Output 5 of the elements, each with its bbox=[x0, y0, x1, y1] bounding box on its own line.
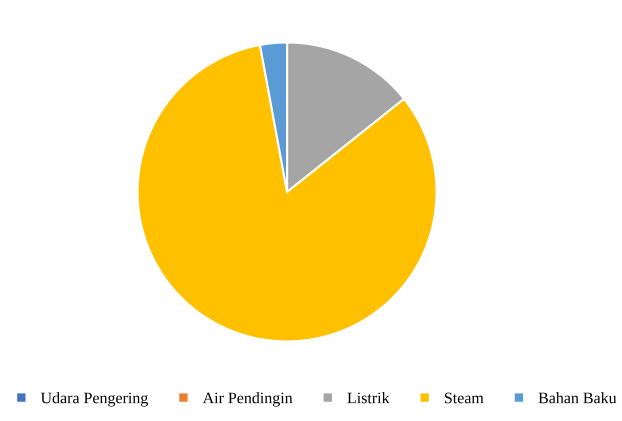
legend-label: Steam bbox=[444, 392, 484, 404]
legend-label: Udara Pengering bbox=[40, 392, 148, 407]
legend-label: Bahan Baku bbox=[538, 392, 616, 404]
legend-label: Listrik bbox=[347, 392, 390, 404]
legend-label: Air Pendingin bbox=[202, 392, 292, 407]
